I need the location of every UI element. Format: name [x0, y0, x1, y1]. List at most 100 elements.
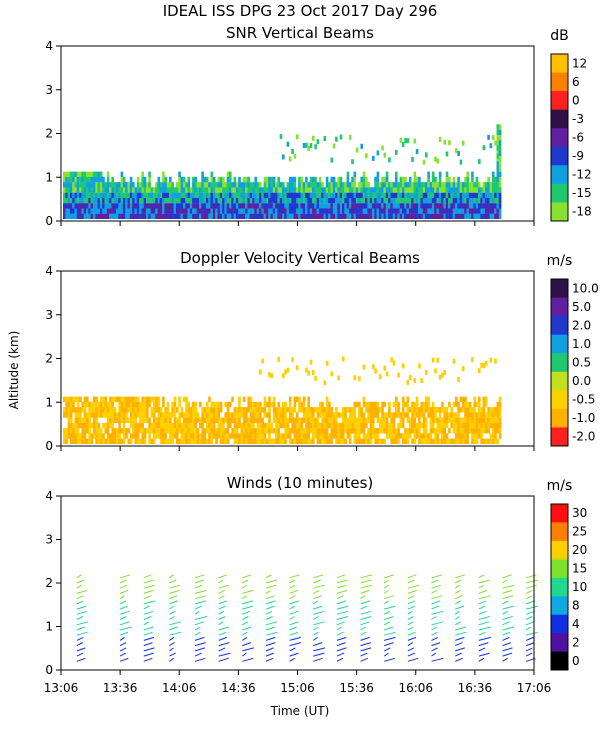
doppler-cell	[166, 407, 170, 413]
doppler-cell	[143, 412, 147, 418]
snr-cell	[113, 187, 117, 193]
wind-barb	[407, 626, 414, 631]
doppler-cell	[148, 401, 151, 408]
snr-cell	[166, 208, 170, 214]
snr-cell	[293, 208, 297, 214]
snr-cell	[159, 192, 163, 198]
doppler-cell	[302, 396, 306, 402]
snr-cell	[491, 203, 495, 209]
doppler-cell	[420, 378, 423, 384]
snr-cell	[212, 187, 216, 193]
snr-cell	[76, 197, 80, 204]
snr-cell	[443, 187, 446, 193]
snr-cell	[441, 182, 444, 188]
wind-barb	[218, 652, 231, 657]
doppler-cell	[194, 401, 197, 408]
wind-barb	[407, 657, 419, 662]
doppler-cell	[235, 417, 239, 423]
doppler-cell	[180, 428, 184, 434]
snr-cell	[487, 134, 490, 140]
wind-barb	[454, 579, 462, 584]
snr-cell	[92, 171, 96, 177]
snr-cell	[498, 203, 502, 209]
doppler-cell	[97, 438, 101, 444]
doppler-cell	[406, 401, 410, 408]
snr-cell	[288, 213, 292, 219]
snr-cell	[438, 171, 442, 177]
snr-cell	[494, 192, 497, 198]
doppler-cell	[72, 428, 75, 434]
wind-barb	[218, 631, 227, 636]
snr-cell	[150, 187, 154, 193]
doppler-cell	[242, 422, 246, 429]
wind-barb	[502, 621, 510, 626]
wind-barb	[194, 589, 207, 594]
wind-barb	[143, 647, 155, 652]
snr-cell	[330, 203, 334, 209]
wind-barb	[119, 647, 127, 652]
snr-cell	[337, 208, 340, 214]
doppler-cell	[247, 396, 250, 402]
snr-cell	[229, 187, 232, 193]
doppler-cell	[298, 396, 301, 402]
doppler-cell	[448, 401, 451, 408]
doppler-cell	[461, 407, 465, 413]
snr-cell	[372, 208, 375, 214]
doppler-cell	[388, 428, 391, 434]
snr-cell	[233, 182, 237, 188]
doppler-cell	[434, 438, 437, 444]
snr-cell	[288, 187, 292, 193]
wind-barb	[242, 605, 254, 610]
doppler-cell	[408, 433, 412, 439]
snr-cell	[245, 182, 248, 188]
snr-cell	[307, 197, 310, 204]
wind-profile	[454, 574, 467, 662]
doppler-cell	[79, 433, 82, 439]
doppler-cell	[72, 422, 75, 429]
snr-cell	[323, 187, 327, 193]
doppler-cell	[238, 396, 241, 402]
doppler-cell	[388, 433, 391, 439]
doppler-cell	[162, 422, 165, 429]
snr-cell	[455, 203, 458, 209]
snr-cell	[192, 208, 195, 214]
doppler-cell	[365, 407, 368, 413]
snr-cell	[498, 171, 502, 177]
snr-cell	[484, 192, 488, 198]
doppler-cell	[254, 438, 257, 444]
doppler-cell	[208, 407, 211, 413]
snr-cell	[194, 192, 197, 198]
snr-cell	[242, 187, 246, 193]
snr-cell	[346, 192, 350, 198]
snr-cell	[268, 203, 271, 209]
snr-cell	[399, 197, 403, 204]
doppler-cell	[252, 417, 255, 423]
snr-cell	[323, 197, 327, 204]
x-tick-label: 14:36	[221, 681, 256, 695]
doppler-cell	[307, 412, 310, 418]
doppler-cell	[434, 368, 437, 374]
snr-cell	[295, 208, 299, 214]
doppler-cell	[300, 433, 304, 439]
wind-barb	[76, 605, 87, 610]
doppler-cell	[219, 422, 223, 429]
doppler-cell	[431, 422, 435, 429]
doppler-cell	[494, 417, 497, 423]
snr-cell	[314, 144, 317, 150]
doppler-cell	[362, 412, 366, 418]
snr-cell	[362, 182, 366, 188]
doppler-cell	[452, 412, 456, 418]
doppler-cell	[282, 438, 285, 444]
wind-barb	[360, 626, 367, 631]
snr-cell	[69, 171, 73, 177]
doppler-cell	[425, 370, 428, 375]
snr-cell	[487, 176, 490, 183]
doppler-cell	[342, 356, 345, 362]
doppler-cell	[496, 428, 500, 434]
snr-cell	[339, 203, 343, 209]
doppler-cell	[134, 438, 138, 444]
snr-cell	[305, 182, 308, 188]
wind-barb	[502, 631, 511, 636]
wind-barb	[119, 574, 131, 579]
